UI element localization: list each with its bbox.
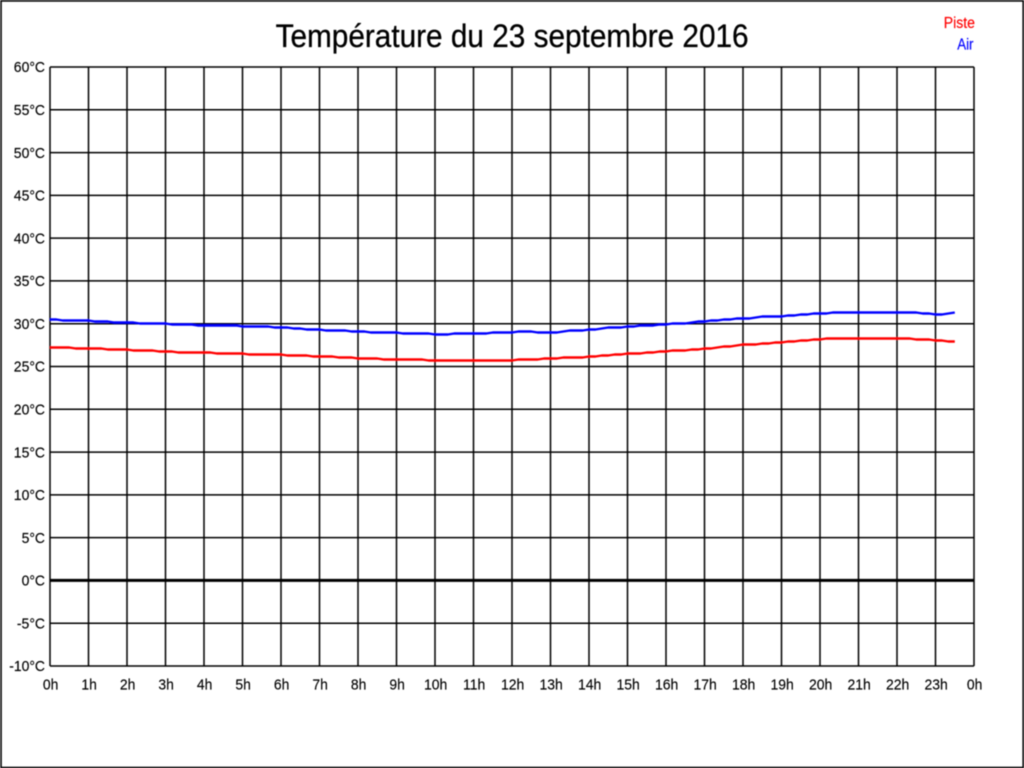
svg-text:17h: 17h xyxy=(693,677,716,694)
svg-text:60°C: 60°C xyxy=(14,59,45,76)
svg-text:0°C: 0°C xyxy=(22,573,46,590)
svg-text:9h: 9h xyxy=(389,677,405,694)
svg-text:55°C: 55°C xyxy=(14,102,45,119)
svg-text:Air: Air xyxy=(957,36,974,53)
svg-text:15°C: 15°C xyxy=(14,444,45,461)
svg-text:-5°C: -5°C xyxy=(17,615,45,632)
svg-text:18h: 18h xyxy=(732,677,755,694)
svg-text:35°C: 35°C xyxy=(14,273,45,290)
svg-text:11h: 11h xyxy=(463,677,485,694)
svg-text:12h: 12h xyxy=(501,677,524,694)
svg-text:Piste: Piste xyxy=(944,15,975,32)
svg-text:20°C: 20°C xyxy=(14,401,45,418)
svg-text:13h: 13h xyxy=(539,677,562,694)
svg-text:16h: 16h xyxy=(655,677,678,694)
svg-text:0h: 0h xyxy=(967,677,983,694)
svg-text:Température du 23 septembre 20: Température du 23 septembre 2016 xyxy=(276,18,749,54)
svg-text:50°C: 50°C xyxy=(14,145,45,162)
svg-text:2h: 2h xyxy=(120,677,136,694)
svg-text:3h: 3h xyxy=(158,677,174,694)
svg-text:40°C: 40°C xyxy=(14,230,45,247)
svg-text:7h: 7h xyxy=(312,677,328,694)
svg-text:23h: 23h xyxy=(924,677,947,694)
svg-text:8h: 8h xyxy=(351,677,367,694)
svg-text:19h: 19h xyxy=(770,677,793,694)
svg-text:20h: 20h xyxy=(809,677,832,694)
svg-text:6h: 6h xyxy=(274,677,290,694)
svg-text:21h: 21h xyxy=(847,677,870,694)
svg-text:30°C: 30°C xyxy=(14,316,45,333)
svg-text:14h: 14h xyxy=(578,677,601,694)
svg-text:25°C: 25°C xyxy=(14,359,45,376)
svg-text:45°C: 45°C xyxy=(14,188,45,205)
svg-text:-10°C: -10°C xyxy=(9,658,45,675)
svg-text:15h: 15h xyxy=(616,677,639,694)
svg-text:10°C: 10°C xyxy=(14,487,45,504)
svg-text:0h: 0h xyxy=(43,677,59,694)
svg-text:10h: 10h xyxy=(424,677,447,694)
svg-text:4h: 4h xyxy=(197,677,213,694)
svg-text:1h: 1h xyxy=(81,677,97,694)
svg-text:5°C: 5°C xyxy=(22,530,46,547)
svg-text:22h: 22h xyxy=(886,677,909,694)
svg-text:5h: 5h xyxy=(235,677,251,694)
